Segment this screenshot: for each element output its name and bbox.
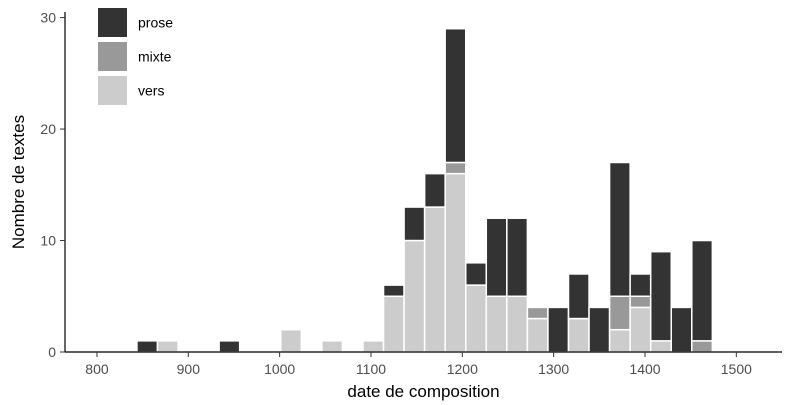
bar-prose-1147.5 [403,206,426,242]
x-tick-label-1500: 1500 [721,361,752,377]
bar-prose-1125 [382,284,405,298]
bar-vers-1057.5 [321,340,344,353]
legend-key-vers [98,76,127,105]
bar-prose-1215 [464,262,488,286]
bar-prose-945 [218,340,241,353]
bar-prose-1462.5 [691,239,714,342]
bar-vers-1327.5 [567,317,590,353]
bar-prose-1395 [629,273,652,298]
bar-prose-1170 [423,172,446,208]
x-tick-label-1100: 1100 [356,361,386,377]
bar-mixte-1372.5 [608,295,631,331]
bar-vers-1170 [423,206,446,353]
bar-prose-1305 [547,306,570,353]
y-tick-label-20: 20 [40,121,56,137]
bar-vers-1012.5 [280,328,303,353]
bar-vers-1260 [506,295,529,353]
bar-vers-877.5 [156,340,179,353]
bar-prose-1417.5 [649,250,673,342]
bar-vers-1282.5 [526,317,549,353]
y-tick-label-0: 0 [48,344,56,360]
legend-key-prose [98,8,127,37]
bar-prose-1237.5 [485,217,508,298]
bar-prose-1327.5 [567,273,590,320]
bar-prose-1350 [588,306,611,353]
bar-mixte-1282.5 [526,306,549,320]
x-tick-label-1300: 1300 [538,361,569,377]
bar-vers-1102.5 [362,340,385,353]
x-tick-label-900: 900 [177,361,201,377]
bar-vers-1125 [382,295,405,353]
bar-vers-1237.5 [485,295,508,353]
x-tick-label-1400: 1400 [629,361,660,377]
bar-prose-1440 [670,306,693,353]
legend-label-vers: vers [138,83,164,99]
y-axis-title: Nombre de textes [9,115,28,249]
y-tick-label-10: 10 [40,233,56,249]
bar-prose-855 [136,340,159,353]
bar-vers-1395 [629,306,652,353]
bar-vers-1147.5 [403,239,426,353]
bar-vers-1192.5 [444,172,467,353]
y-tick-label-30: 30 [40,10,56,26]
x-tick-label-1200: 1200 [447,361,478,377]
bar-prose-1372.5 [608,161,631,298]
x-tick-label-1000: 1000 [264,361,295,377]
legend-label-mixte: mixte [138,49,172,65]
bar-mixte-1462.5 [691,340,714,353]
legend-key-mixte [98,42,127,71]
bar-mixte-1192.5 [444,161,467,175]
bar-vers-1417.5 [649,340,673,353]
bar-vers-1215 [464,284,488,353]
x-axis-title: date de composition [347,382,499,401]
bar-vers-1372.5 [608,328,631,353]
x-axis-ticks: 800 900 1000 1100 1200 1300 1400 1500 [85,352,752,377]
y-axis-ticks: 0 10 20 30 [40,10,65,360]
bar-prose-1260 [506,217,529,298]
x-tick-label-800: 800 [85,361,109,377]
legend: prose mixte vers [98,8,173,105]
bars-layer [136,27,714,353]
bar-prose-1192.5 [444,27,467,164]
bar-mixte-1395 [629,295,652,309]
legend-label-prose: prose [138,15,173,31]
